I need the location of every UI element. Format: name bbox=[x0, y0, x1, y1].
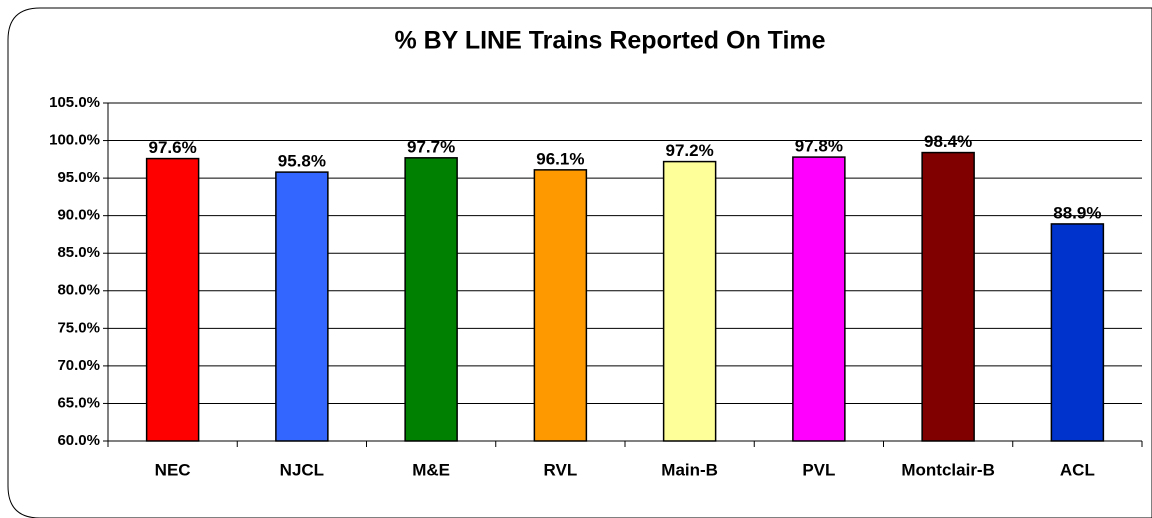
y-tick-label: 65.0% bbox=[57, 394, 100, 411]
bar bbox=[404, 157, 458, 442]
x-tick-label: NJCL bbox=[280, 460, 324, 479]
data-label: 95.8% bbox=[278, 152, 326, 171]
bar bbox=[145, 157, 200, 442]
x-tick-label: PVL bbox=[802, 460, 835, 479]
bar bbox=[1050, 223, 1105, 442]
chart-title: % BY LINE Trains Reported On Time bbox=[394, 27, 825, 55]
y-tick-label: 85.0% bbox=[57, 244, 100, 261]
bar bbox=[275, 171, 329, 442]
y-tick-label: 95.0% bbox=[57, 169, 100, 186]
bar bbox=[533, 169, 588, 442]
y-tick-label: 75.0% bbox=[57, 319, 100, 336]
data-label: 97.6% bbox=[149, 138, 197, 157]
data-label: 97.8% bbox=[795, 137, 843, 156]
data-label: 88.9% bbox=[1053, 203, 1101, 222]
y-tick-label: 70.0% bbox=[57, 357, 100, 374]
y-tick-label: 80.0% bbox=[57, 282, 100, 299]
bar bbox=[921, 151, 975, 442]
x-tick-label: ACL bbox=[1060, 460, 1095, 479]
y-tick-label: 100.0% bbox=[49, 132, 100, 149]
y-tick-label: 105.0% bbox=[49, 94, 100, 111]
bar bbox=[792, 156, 846, 442]
x-tick-label: M&E bbox=[412, 460, 450, 479]
y-tick-label: 90.0% bbox=[57, 207, 100, 224]
data-label: 96.1% bbox=[536, 149, 584, 168]
data-label: 97.2% bbox=[666, 141, 714, 160]
bar bbox=[662, 160, 717, 442]
y-tick-label: 60.0% bbox=[57, 432, 100, 449]
data-label: 97.7% bbox=[407, 137, 455, 156]
x-tick-label: Main-B bbox=[661, 460, 718, 479]
data-label: 98.4% bbox=[924, 132, 972, 151]
x-tick-label: Montclair-B bbox=[901, 460, 995, 479]
x-tick-label: RVL bbox=[544, 460, 578, 479]
x-tick-label: NEC bbox=[155, 460, 191, 479]
